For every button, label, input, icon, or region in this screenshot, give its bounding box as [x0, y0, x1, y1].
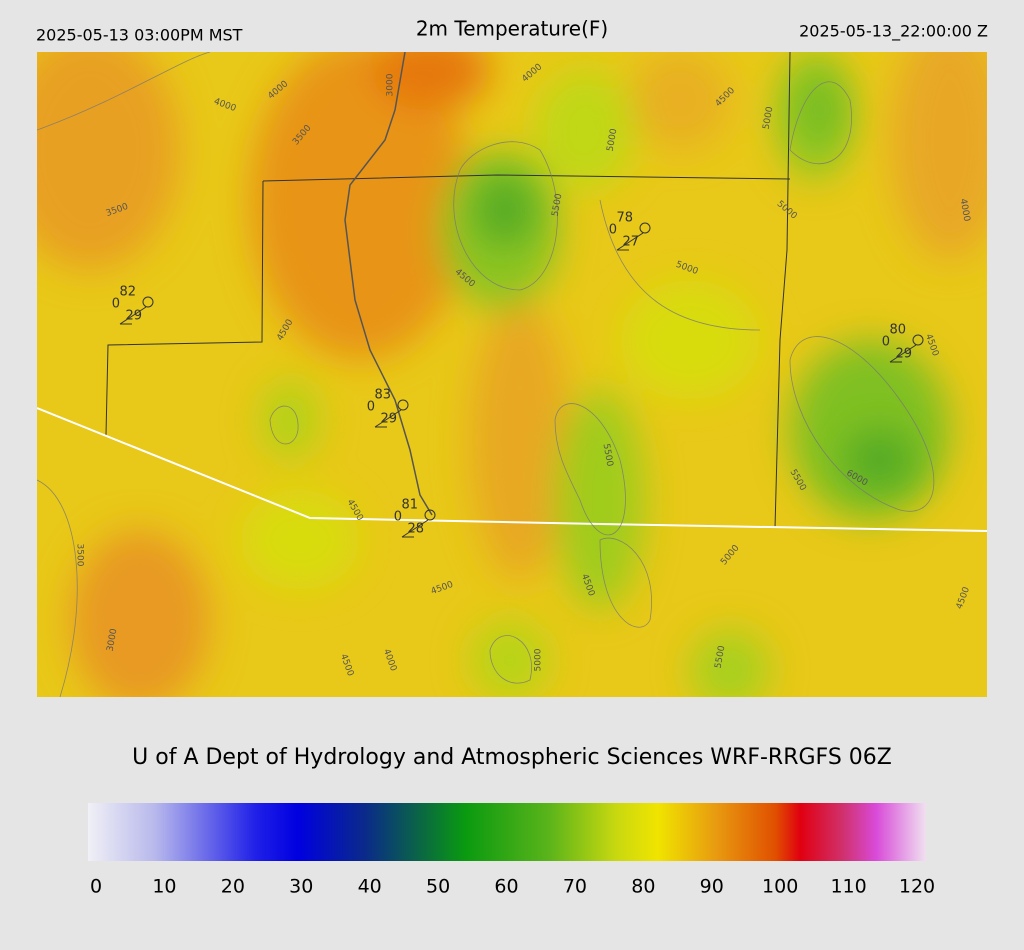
- station-temperature: 83: [374, 388, 391, 403]
- station-calm: 0: [394, 510, 402, 525]
- valid-time-utc: 2025-05-13_22:00:00 Z: [799, 22, 988, 42]
- wind-barb: [401, 519, 429, 538]
- contour-label: 5000: [606, 128, 620, 153]
- colorbar-tick-label: 10: [152, 876, 176, 898]
- contour-label: 3500: [75, 544, 85, 567]
- station-plot: 820 29: [112, 285, 154, 325]
- station-temperature: 78: [616, 211, 633, 226]
- station-circle: [397, 399, 409, 411]
- map-title: 2m Temperature(F): [416, 17, 608, 41]
- station-circle: [142, 296, 154, 308]
- station-temperature: 80: [889, 323, 906, 338]
- station-dewpoint: 29: [895, 347, 912, 362]
- river: [344, 52, 433, 516]
- station-dewpoint: 29: [125, 309, 142, 324]
- station-calm: 0: [882, 335, 890, 350]
- green-cores: [475, 75, 915, 490]
- station-calm: 0: [609, 223, 617, 238]
- contour-lines: [37, 52, 935, 697]
- contour-label: 5000: [534, 648, 544, 671]
- colorbar-tick-label: 70: [563, 876, 587, 898]
- contour-label: 5500: [601, 443, 615, 468]
- footer-credit: U of A Dept of Hydrology and Atmospheric…: [132, 745, 892, 770]
- colorbar-tick-label: 0: [90, 876, 102, 898]
- station-circle: [639, 222, 651, 234]
- colorbar-tick-label: 40: [358, 876, 382, 898]
- station-circle: [912, 334, 924, 346]
- colorbar-tick-label: 120: [899, 876, 935, 898]
- contour-label: 5500: [551, 193, 565, 218]
- wind-barb: [374, 409, 402, 428]
- station-plot: 830 29: [367, 388, 409, 428]
- colorbar: [88, 803, 926, 861]
- boundary-line: [37, 407, 987, 532]
- station-dewpoint: 27: [622, 235, 639, 250]
- borders: [105, 52, 791, 529]
- contour-label: 3000: [106, 628, 120, 653]
- contour-label: 4000: [958, 198, 972, 223]
- temperature-field: [37, 52, 987, 697]
- station-temperature: 81: [401, 498, 418, 513]
- valid-time-local: 2025-05-13 03:00PM MST: [36, 26, 243, 45]
- station-calm: 0: [112, 297, 120, 312]
- colorbar-tick-label: 60: [494, 876, 518, 898]
- colorbar-tick-label: 90: [700, 876, 724, 898]
- station-dewpoint: 28: [407, 522, 424, 537]
- station-plot: 800 29: [882, 323, 924, 363]
- station-temperature: 82: [119, 285, 136, 300]
- station-calm: 0: [367, 400, 375, 415]
- contour-label: 5000: [762, 106, 776, 131]
- station-dewpoint: 29: [380, 412, 397, 427]
- wind-barb: [616, 232, 644, 251]
- colorbar-tick-label: 50: [426, 876, 450, 898]
- wind-barb: [889, 344, 917, 363]
- station-circle: [424, 509, 436, 521]
- station-plot: 780 27: [609, 211, 651, 251]
- colorbar-tick-label: 80: [631, 876, 655, 898]
- contour-label: 3000: [386, 73, 396, 96]
- colorbar-tick-label: 100: [762, 876, 798, 898]
- wind-barb: [119, 306, 147, 325]
- colorbar-tick-label: 30: [289, 876, 313, 898]
- colorbar-tick-label: 110: [830, 876, 866, 898]
- station-plot: 810 28: [394, 498, 436, 538]
- colorbar-tick-label: 20: [221, 876, 245, 898]
- contour-label: 5500: [714, 645, 728, 670]
